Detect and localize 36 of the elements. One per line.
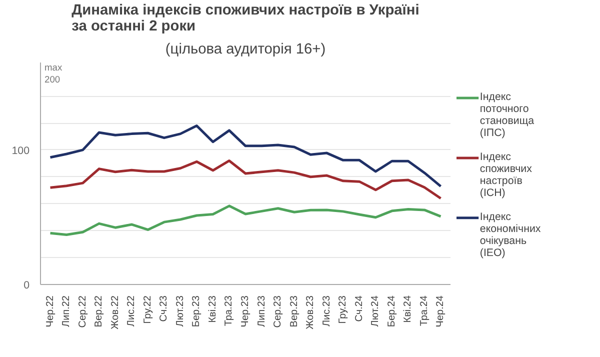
x-tick-label: Сер.22 [77, 295, 88, 328]
line-series [49, 159, 442, 200]
x-tick-label: Сер.23 [272, 295, 284, 328]
x-tick-label: Жов.23 [305, 295, 316, 330]
legend-label: Індекс поточного становища (ІПС) [480, 91, 534, 140]
x-tick-label: Сч.23 [158, 295, 170, 322]
x-tick-label: Чер.22 [44, 295, 56, 328]
line-series [49, 204, 442, 236]
x-tick-label: Лют.24 [370, 295, 382, 327]
x-tick-label: Лип.23 [256, 295, 268, 327]
annotation: max 200 [44, 62, 62, 84]
x-tick-label: Сч.24 [354, 295, 365, 322]
x-tick-label: Вер.23 [288, 295, 300, 328]
x-tick-label: Лип.22 [61, 295, 72, 327]
x-tick-label: Бер.24 [386, 295, 398, 328]
x-tick-label: Лис.23 [321, 295, 332, 327]
x-tick-label: Лис.22 [126, 295, 138, 327]
x-tick-label: Жов.22 [110, 295, 121, 330]
legend-label: Індекс економічних очікувань (ІЕО) [480, 210, 542, 259]
x-tick-label: Тра.23 [224, 295, 235, 326]
x-tick-label: Тра.24 [418, 295, 430, 326]
y-tick-label: 0 [24, 280, 30, 292]
x-tick-label: Чер.24 [435, 295, 446, 328]
x-tick-label: Кві.24 [402, 295, 414, 323]
x-tick-label: Лют.23 [174, 295, 186, 327]
x-tick-label: Кві.23 [207, 295, 218, 323]
y-tick-label: 100 [12, 144, 30, 157]
chart-title: Динаміка індексів споживчих настроїв в Україні за останні 2 роки [72, 2, 420, 34]
x-tick-label: Чер.23 [240, 295, 251, 328]
x-tick-label: Гру.22 [142, 295, 154, 324]
x-tick-label: Вер.22 [94, 295, 105, 328]
line-series [49, 124, 442, 188]
legend-label: Індекс споживчих настроїв (ІСН) [480, 150, 533, 199]
chart-subtitle: (цільова аудиторія 16+) [165, 42, 326, 58]
x-tick-label: Гру.23 [338, 295, 349, 324]
x-tick-label: Бер.23 [191, 295, 202, 328]
